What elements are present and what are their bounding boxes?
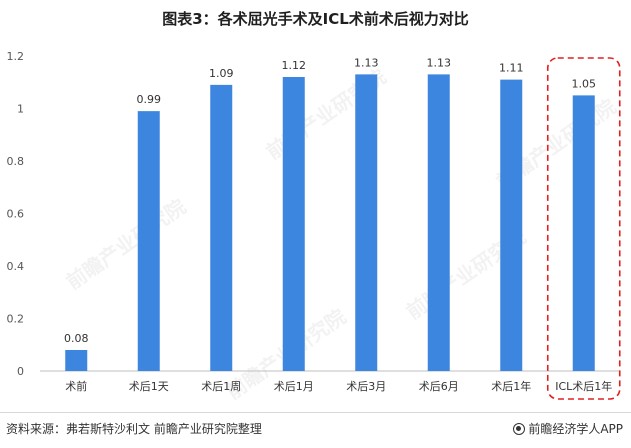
bar	[500, 79, 523, 371]
footer-divider	[0, 412, 631, 413]
y-tick-label: 1.2	[7, 50, 25, 63]
bar	[572, 95, 595, 371]
bar	[210, 84, 233, 371]
y-tick-label: 0.4	[7, 260, 25, 273]
chart-title: 图表3：各术屈光手术及ICL术前术后视力对比	[162, 10, 469, 28]
bar	[355, 74, 378, 371]
y-tick-label: 0.6	[7, 208, 25, 221]
bar	[282, 77, 305, 371]
watermark-text: 前瞻产业研究院	[62, 194, 190, 294]
x-tick-label: 术后6月	[419, 380, 459, 393]
x-tick-label: 术后1年	[491, 379, 531, 393]
data-label: 1.11	[499, 62, 524, 75]
data-label: 0.08	[64, 332, 89, 345]
logo-text: 前瞻经济学人APP	[528, 422, 623, 436]
y-tick-label: 0.2	[7, 313, 25, 326]
data-label: 0.99	[137, 93, 162, 106]
bar	[137, 111, 160, 371]
x-tick-label: 术前	[65, 379, 87, 393]
y-tick-label: 0.8	[7, 155, 25, 168]
data-label: 1.09	[209, 67, 234, 80]
data-label: 1.05	[572, 77, 597, 90]
y-tick-label: 0	[17, 365, 24, 378]
bar	[65, 350, 88, 371]
data-label: 1.13	[427, 56, 452, 69]
x-tick-label: 术后1月	[274, 380, 314, 393]
x-tick-label: 术后3月	[346, 380, 386, 393]
x-tick-label: ICL术后1年	[555, 379, 612, 393]
publisher-logo: 前瞻经济学人APP	[513, 420, 623, 437]
data-label: 1.13	[354, 56, 379, 69]
x-tick-label: 术后1天	[129, 380, 169, 393]
highlight-box	[546, 57, 621, 400]
y-tick-label: 1	[17, 103, 24, 116]
source-note: 资料来源：弗若斯特沙利文 前瞻产业研究院整理	[6, 422, 262, 436]
logo-icon	[513, 422, 526, 435]
bar	[427, 74, 450, 371]
x-tick-label: 术后1周	[201, 380, 241, 393]
data-label: 1.12	[282, 59, 307, 72]
